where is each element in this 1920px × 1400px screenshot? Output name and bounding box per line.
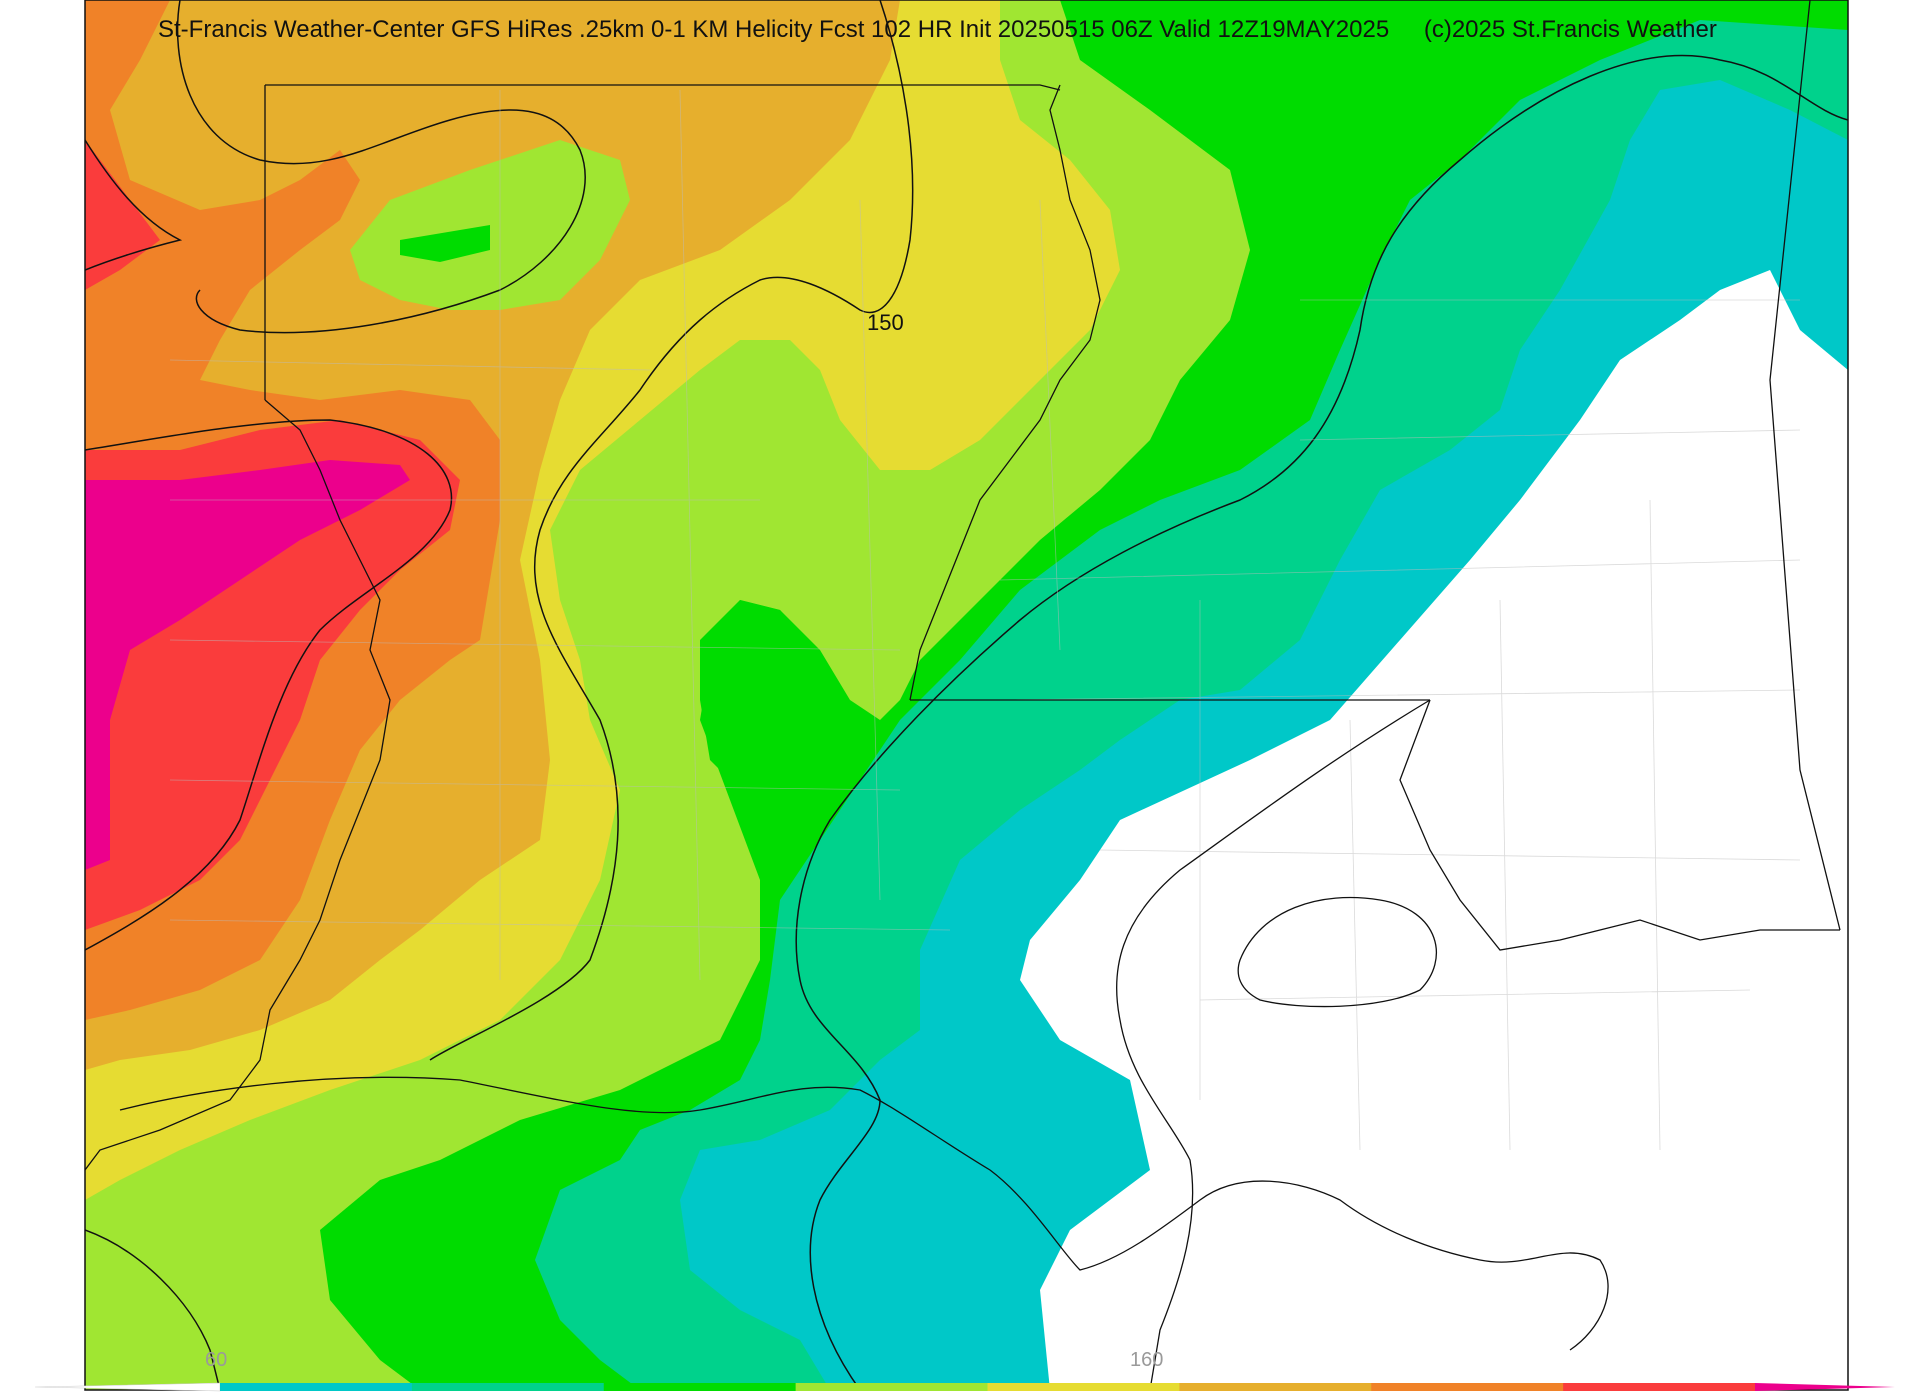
river-west bbox=[85, 399, 391, 1171]
colorbar bbox=[34, 1382, 1895, 1392]
fill-white bbox=[1020, 270, 1848, 1390]
fill-green-patch bbox=[400, 225, 490, 262]
colorbar-segment bbox=[220, 1383, 413, 1391]
colorbar-tick-label-low: 60 bbox=[205, 1349, 228, 1371]
contour-line-southwest bbox=[85, 1229, 221, 1390]
colorbar-extend-high bbox=[1755, 1383, 1895, 1391]
map-title: St-Francis Weather-Center GFS HiRes .25k… bbox=[158, 16, 1390, 43]
contour-line-west bbox=[85, 419, 453, 951]
colorbar-segment bbox=[1563, 1383, 1756, 1391]
fill-magenta bbox=[85, 460, 410, 870]
copyright-text: (c)2025 St.Francis Weather bbox=[1423, 16, 1717, 43]
contour-lines bbox=[85, 0, 1848, 1390]
colorbar-segment bbox=[1371, 1383, 1564, 1391]
colorbar-tick-label-high: 160 bbox=[1130, 1349, 1164, 1371]
lake bbox=[1237, 896, 1437, 1008]
colorbar-segment bbox=[603, 1383, 797, 1391]
state-boundary-east bbox=[1769, 0, 1841, 931]
map-title-bar: St-Francis Weather-Center GFS HiRes .25k… bbox=[158, 16, 1858, 44]
contour-line-150b bbox=[429, 0, 914, 1061]
coastline-south bbox=[119, 1076, 1609, 1351]
colorbar-segment bbox=[1179, 1383, 1372, 1391]
boundaries bbox=[85, 0, 1841, 1390]
river-east bbox=[909, 84, 1101, 701]
contour-line-east bbox=[795, 54, 1848, 1390]
state-line-diag bbox=[1115, 699, 1431, 1390]
contour-label: 150 bbox=[867, 310, 904, 335]
colorbar-segment bbox=[987, 1383, 1180, 1391]
contour-line-upper-left bbox=[85, 139, 183, 271]
filled-contours bbox=[85, 0, 1848, 1390]
coastline-marsh bbox=[1399, 699, 1840, 951]
colorbar-segment bbox=[411, 1383, 605, 1391]
fill-green-pocket bbox=[700, 600, 870, 800]
contour-line-150 bbox=[176, 0, 586, 334]
colorbar-segment bbox=[795, 1383, 988, 1391]
state-boundary-north bbox=[265, 84, 1061, 91]
